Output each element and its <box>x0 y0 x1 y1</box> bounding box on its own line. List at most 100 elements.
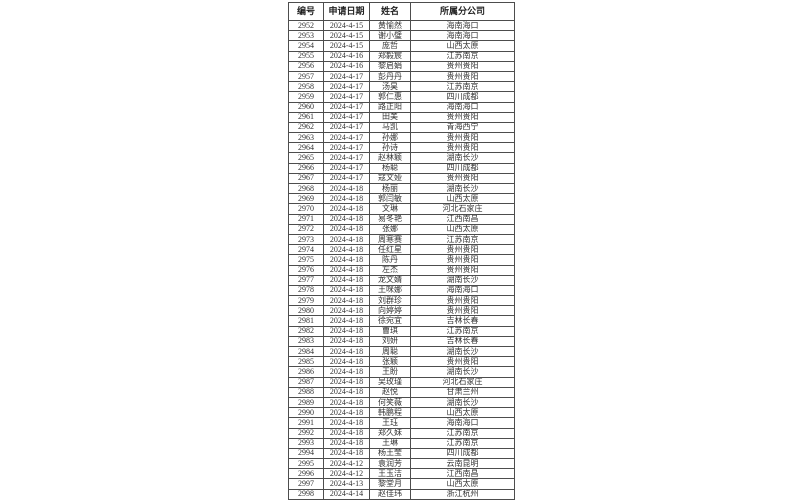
cell-branch: 贵州贵阳 <box>410 305 515 317</box>
table-row: 2975 2024-4-18 陈丹 贵州贵阳 <box>288 254 515 266</box>
cell-id: 2958 <box>288 81 324 93</box>
cell-date: 2024-4-18 <box>323 203 370 215</box>
cell-date: 2024-4-18 <box>323 305 370 317</box>
cell-name: 周寒赛 <box>369 233 411 246</box>
table-body: 2952 2024-4-15 黄愉然 海南海口 2953 2024-4-15 谢小璧 海南海口… <box>288 19 515 500</box>
table-row: 2953 2024-4-15 谢小璧 海南海口 <box>288 30 515 42</box>
cell-branch: 湖南长沙 <box>410 152 515 164</box>
cell-name: 杨丽 <box>369 182 411 195</box>
table-row: 2995 2024-4-12 袁润芳 云南昆明 <box>288 458 515 470</box>
table-row: 2993 2024-4-18 王琳 江苏南京 <box>288 437 515 449</box>
cell-id: 2988 <box>288 386 324 398</box>
cell-date: 2024-4-12 <box>323 458 370 470</box>
cell-name: 王盼 <box>369 366 411 378</box>
cell-branch: 青海西宁 <box>410 121 515 134</box>
cell-branch: 山西太原 <box>410 223 515 235</box>
cell-date: 2024-4-18 <box>323 407 370 419</box>
cell-date: 2024-4-15 <box>323 40 370 52</box>
table-row: 2986 2024-4-18 王盼 湖南长沙 <box>288 366 515 378</box>
cell-id: 2975 <box>288 254 324 266</box>
table-row: 2963 2024-4-17 孙娜 贵州贵阳 <box>288 132 515 144</box>
cell-branch: 江苏南京 <box>410 325 515 337</box>
cell-id: 2957 <box>288 70 324 83</box>
cell-branch: 江西南昌 <box>410 468 515 480</box>
cell-name: 文琳 <box>369 203 411 215</box>
cell-name: 路正阳 <box>369 101 411 113</box>
cell-date: 2024-4-17 <box>323 152 370 164</box>
cell-id: 2954 <box>288 40 324 52</box>
cell-id: 2972 <box>288 223 324 235</box>
cell-name: 郑久妹 <box>369 427 411 439</box>
cell-id: 2983 <box>288 335 324 348</box>
column-header-date: 申请日期 <box>323 2 370 21</box>
table-row: 2958 2024-4-17 汤昊 江苏南京 <box>288 81 515 93</box>
table-header: 编号 申请日期 姓名 所属分公司 <box>288 2 515 21</box>
cell-branch: 四川成都 <box>410 91 515 103</box>
cell-date: 2024-4-18 <box>323 356 370 368</box>
cell-id: 2985 <box>288 356 324 368</box>
cell-id: 2989 <box>288 396 324 409</box>
cell-branch: 贵州贵阳 <box>410 142 515 154</box>
cell-date: 2024-4-18 <box>323 233 370 246</box>
cell-id: 2974 <box>288 244 324 256</box>
cell-date: 2024-4-18 <box>323 366 370 378</box>
cell-date: 2024-4-18 <box>323 345 370 358</box>
cell-name: 庞哲 <box>369 40 411 52</box>
table-row: 2965 2024-4-17 赵林颖 湖南长沙 <box>288 152 515 164</box>
cell-id: 2981 <box>288 315 324 327</box>
cell-name: 汤昊 <box>369 81 411 93</box>
cell-name: 何笑薇 <box>369 396 411 409</box>
cell-id: 2970 <box>288 203 324 215</box>
cell-date: 2024-4-18 <box>323 223 370 235</box>
cell-branch: 贵州贵阳 <box>410 132 515 144</box>
cell-date: 2024-4-18 <box>323 244 370 256</box>
cell-id: 2973 <box>288 233 324 246</box>
cell-branch: 贵州贵阳 <box>410 70 515 83</box>
table-row: 2954 2024-4-15 庞哲 山西太原 <box>288 40 515 52</box>
table-row: 2994 2024-4-18 杨王莹 四川成都 <box>288 447 515 460</box>
table-row: 2989 2024-4-18 何笑薇 湖南长沙 <box>288 396 515 409</box>
cell-branch: 湖南长沙 <box>410 345 515 358</box>
cell-date: 2024-4-18 <box>323 213 370 225</box>
cell-name: 寇文娅 <box>369 172 411 185</box>
applications-table: 编号 申请日期 姓名 所属分公司 2952 2024-4-15 黄愉然 海南海口 295… <box>288 2 515 500</box>
cell-id: 2977 <box>288 274 324 286</box>
cell-date: 2024-4-17 <box>323 132 370 144</box>
cell-date: 2024-4-12 <box>323 468 370 480</box>
cell-branch: 云南昆明 <box>410 458 515 470</box>
cell-id: 2991 <box>288 417 324 429</box>
cell-branch: 江苏南京 <box>410 233 515 246</box>
table-row: 2979 2024-4-18 刘群珍 贵州贵阳 <box>288 295 515 307</box>
cell-date: 2024-4-18 <box>323 254 370 266</box>
table-row: 2956 2024-4-16 黎启娟 贵州贵阳 <box>288 60 515 72</box>
cell-branch: 湖南长沙 <box>410 182 515 195</box>
table-row: 2957 2024-4-17 彭丹丹 贵州贵阳 <box>288 70 515 83</box>
cell-name: 张颖 <box>369 356 411 368</box>
cell-name: 向婷婷 <box>369 305 411 317</box>
cell-id: 2952 <box>288 19 324 32</box>
table-row: 2992 2024-4-18 郑久妹 江苏南京 <box>288 427 515 439</box>
table-row: 2955 2024-4-16 郑毅宸 江苏南京 <box>288 50 515 62</box>
cell-branch: 海南海口 <box>410 30 515 42</box>
cell-branch: 江苏南京 <box>410 50 515 62</box>
table-row: 2983 2024-4-18 刘妍 吉林长春 <box>288 335 515 348</box>
cell-id: 2961 <box>288 111 324 123</box>
cell-date: 2024-4-13 <box>323 478 370 490</box>
cell-date: 2024-4-17 <box>323 101 370 113</box>
cell-name: 周聪 <box>369 345 411 358</box>
cell-id: 2986 <box>288 366 324 378</box>
cell-id: 2976 <box>288 264 324 276</box>
cell-branch: 海南海口 <box>410 284 515 297</box>
cell-branch: 河北石家庄 <box>410 376 515 388</box>
cell-branch: 山西太原 <box>410 478 515 490</box>
cell-name: 陈丹 <box>369 254 411 266</box>
cell-date: 2024-4-18 <box>323 264 370 276</box>
cell-date: 2024-4-18 <box>323 447 370 460</box>
column-header-id: 编号 <box>288 2 324 21</box>
table-row: 2972 2024-4-18 张娜 山西太原 <box>288 223 515 235</box>
cell-name: 赵佳玮 <box>369 488 411 500</box>
cell-branch: 贵州贵阳 <box>410 172 515 185</box>
table-row: 2996 2024-4-12 王玉洁 江西南昌 <box>288 468 515 480</box>
cell-branch: 贵州贵阳 <box>410 264 515 276</box>
